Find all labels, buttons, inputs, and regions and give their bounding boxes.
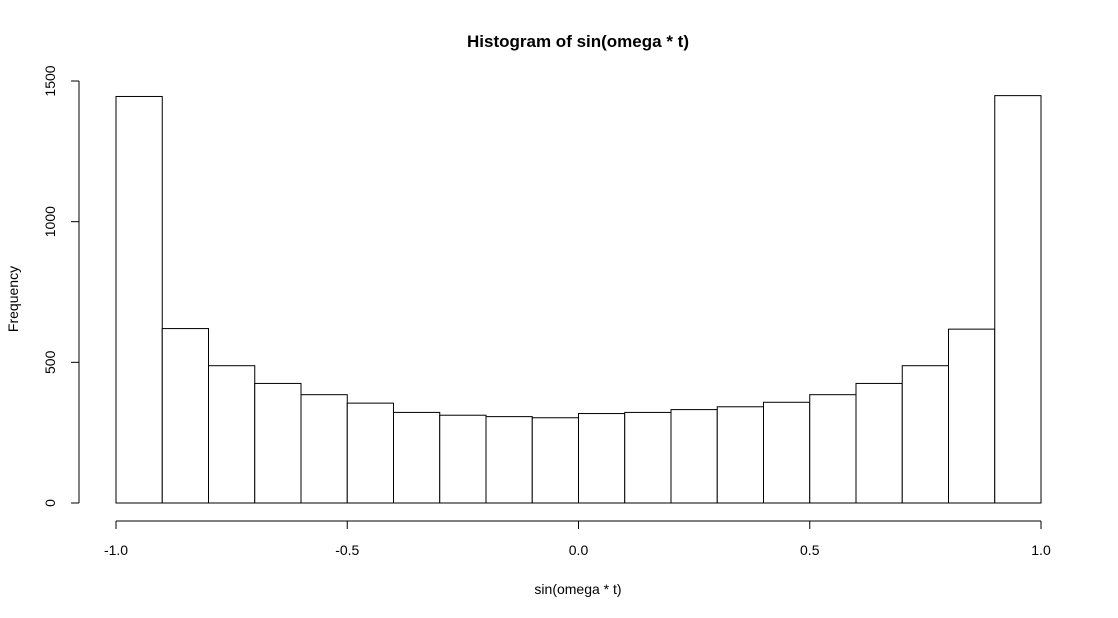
y-tick-label: 1000	[42, 206, 58, 237]
histogram-bar	[346, 402, 394, 504]
histogram-bar	[485, 416, 533, 504]
histogram-bar	[531, 417, 579, 504]
bars	[115, 95, 1042, 504]
histogram-bar	[763, 401, 811, 504]
x-axis-label: sin(omega * t)	[534, 581, 621, 597]
histogram-bar	[161, 328, 209, 504]
histogram-bar	[716, 406, 764, 504]
y-axis: 0 500 1000 1500	[42, 65, 80, 507]
histogram-bar	[208, 365, 256, 504]
y-axis-label: Frequency	[5, 266, 21, 332]
histogram-bar	[439, 414, 487, 504]
x-tick-label: -1.0	[104, 542, 128, 558]
x-tick-label: 0.5	[800, 542, 820, 558]
x-tick-label: 1.0	[1031, 542, 1051, 558]
chart-title: Histogram of sin(omega * t)	[467, 32, 689, 51]
histogram-bar	[809, 394, 857, 504]
histogram-bar	[393, 411, 441, 504]
histogram-bar	[948, 328, 996, 504]
y-tick-label: 500	[42, 350, 58, 374]
histogram-bar	[578, 413, 626, 504]
x-axis: -1.0 -0.5 0.0 0.5 1.0	[104, 520, 1051, 558]
histogram-bar	[855, 382, 903, 504]
x-tick-label: 0.0	[569, 542, 589, 558]
histogram-bar	[994, 95, 1042, 504]
histogram-bar	[300, 394, 348, 504]
x-tick-label: -0.5	[335, 542, 359, 558]
y-tick-label: 0	[42, 499, 58, 507]
histogram-bar	[115, 95, 163, 504]
histogram-bar	[254, 382, 302, 504]
y-tick-label: 1500	[42, 65, 58, 96]
histogram-bar	[670, 409, 718, 504]
histogram-bar	[624, 411, 672, 504]
histogram-bar	[901, 365, 949, 504]
